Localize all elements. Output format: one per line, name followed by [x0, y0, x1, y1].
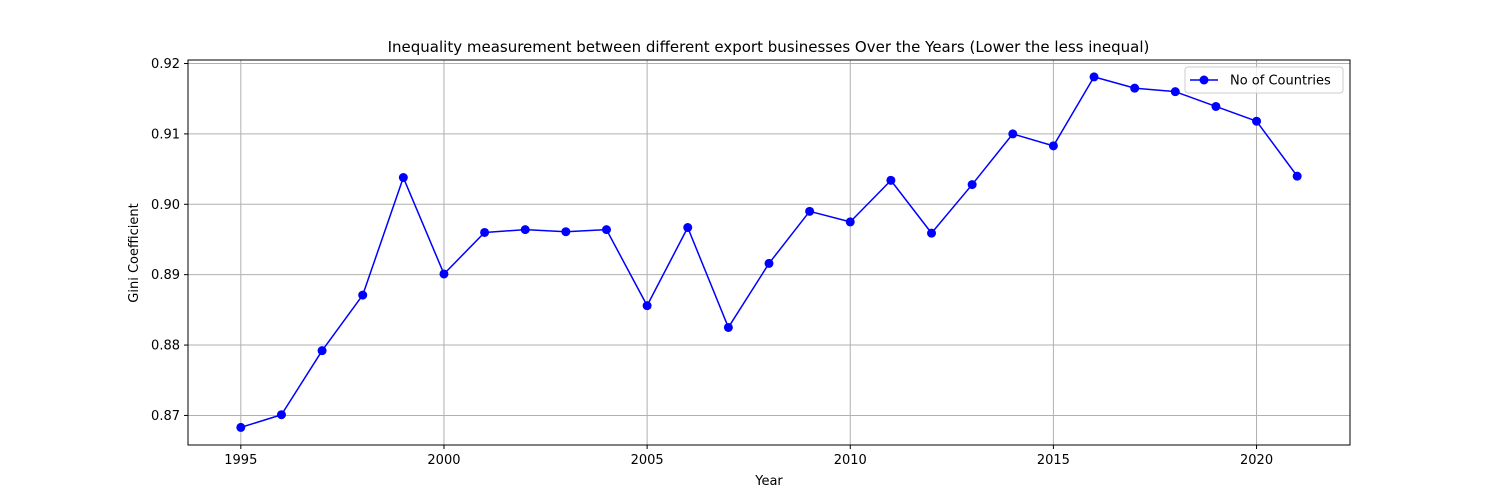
data-point [1008, 129, 1018, 139]
data-point [642, 301, 652, 311]
data-point [317, 346, 327, 356]
data-point [358, 290, 368, 300]
y-tick-label: 0.89 [151, 268, 180, 283]
data-point [1292, 171, 1302, 181]
y-tick-label: 0.91 [151, 127, 180, 142]
axis-ticks: 1995 2000 2005 2010 2015 2020 0.87 0.88 0.89 0.90… [151, 57, 1273, 468]
data-point [805, 206, 815, 216]
legend-label: No of Countries [1230, 74, 1331, 89]
plot-frame [187, 59, 1351, 446]
series-layer [236, 72, 1302, 432]
x-tick-label: 2015 [1037, 453, 1070, 468]
data-point [1089, 72, 1099, 82]
y-tick-label: 0.87 [151, 409, 180, 424]
data-point [1252, 116, 1262, 126]
x-axis-label: Year [754, 474, 783, 489]
x-tick-label: 2005 [631, 453, 664, 468]
legend-marker-swatch [1199, 75, 1209, 85]
data-point [1048, 141, 1058, 151]
data-point [398, 173, 408, 183]
data-point [480, 227, 490, 237]
data-point [1130, 83, 1140, 93]
data-point [1211, 101, 1221, 111]
data-point [561, 227, 571, 237]
data-point [927, 228, 937, 238]
data-point [723, 322, 733, 332]
data-point [845, 217, 855, 227]
data-point [683, 223, 693, 233]
x-tick-label: 2000 [427, 453, 460, 468]
y-tick-label: 0.90 [151, 198, 180, 213]
data-point [520, 225, 530, 235]
data-point [967, 180, 977, 190]
chart-title: Inequality measurement between different… [388, 38, 1150, 56]
legend: No of Countries [1184, 66, 1344, 94]
x-tick-label: 2010 [834, 453, 867, 468]
data-point [601, 225, 611, 235]
data-point [439, 269, 449, 279]
y-tick-label: 0.92 [151, 57, 180, 72]
x-tick-label: 2020 [1240, 453, 1273, 468]
data-point [764, 258, 774, 268]
y-tick-label: 0.88 [151, 339, 180, 354]
y-axis-label: Gini Coefficient [127, 203, 142, 302]
series-line [240, 76, 1298, 429]
x-tick-label: 1995 [224, 453, 257, 468]
data-point [236, 422, 246, 432]
data-point [1170, 87, 1180, 97]
grid-lines [188, 60, 1350, 445]
data-point [276, 410, 286, 420]
data-point [886, 175, 896, 185]
legend-box [1184, 66, 1344, 94]
